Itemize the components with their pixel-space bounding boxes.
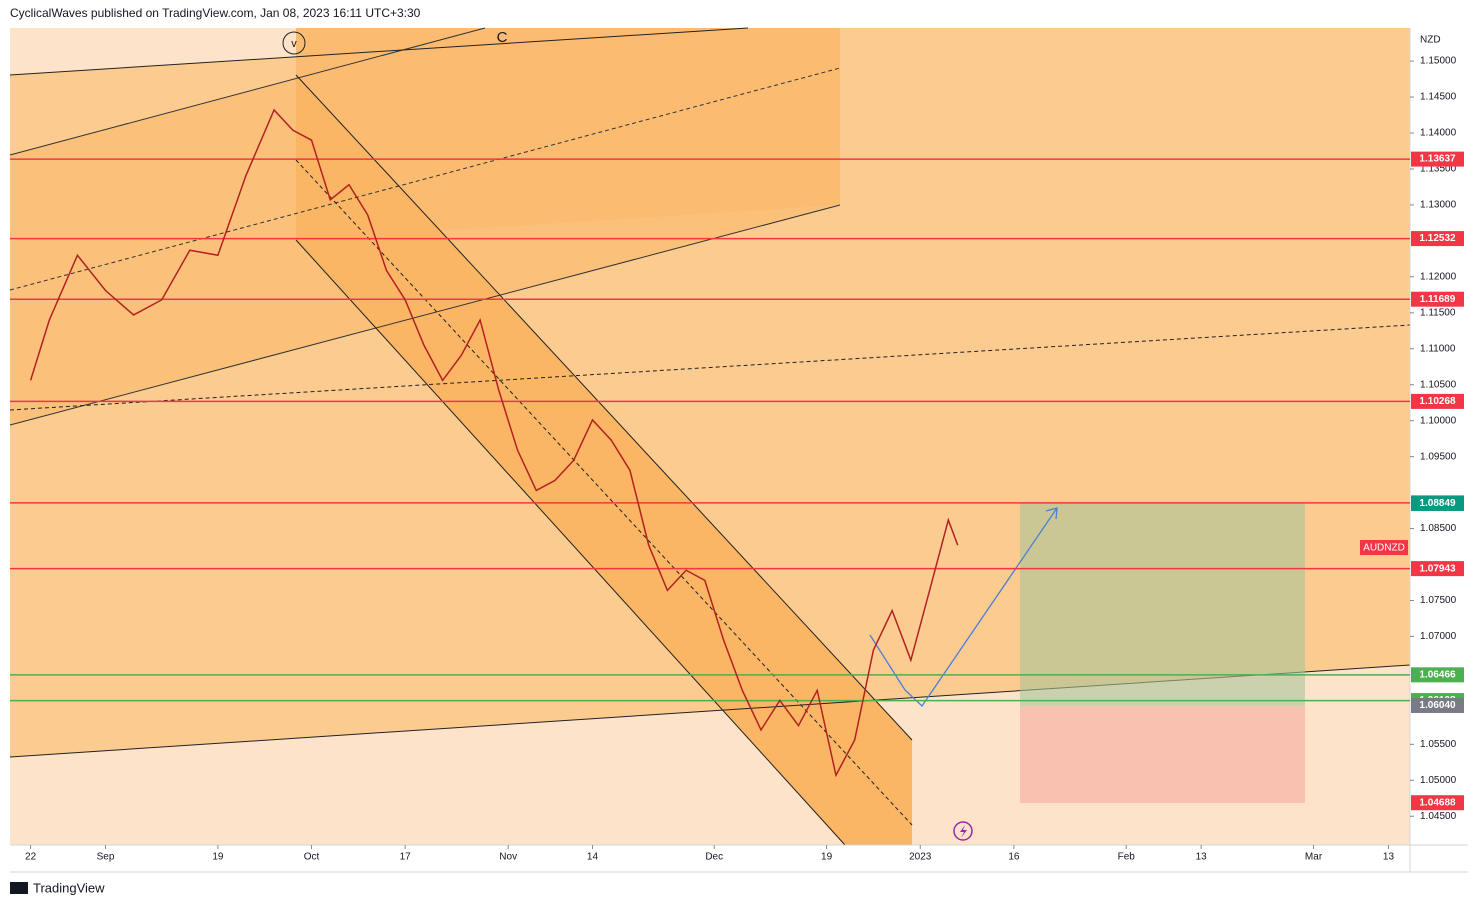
y-tick-label: 1.09500 [1420, 451, 1457, 462]
stop-zone [1020, 706, 1305, 803]
channel-line [9, 27, 486, 156]
price-badge-label: 1.08849 [1419, 498, 1456, 509]
symbol-label: AUDNZD [1363, 543, 1405, 554]
target-zone [1020, 503, 1305, 706]
x-tick-label: 13 [1383, 852, 1395, 863]
x-tick-label: 2023 [909, 852, 932, 863]
x-tick-label: Feb [1118, 852, 1136, 863]
price-badge [1411, 561, 1464, 577]
price-badge [1411, 393, 1464, 409]
y-tick-label: 1.08500 [1420, 523, 1457, 534]
descending-channel [296, 75, 912, 845]
wave-label: C [497, 29, 508, 46]
channel-mid [9, 67, 841, 291]
y-tick-label: 1.05500 [1420, 739, 1457, 750]
price-line [29, 108, 959, 778]
price-badge [1411, 291, 1464, 307]
y-tick-label: 1.07500 [1420, 595, 1457, 606]
price-badge [1411, 231, 1464, 247]
box-zone [296, 28, 840, 240]
price-badge-label: 1.10268 [1419, 396, 1456, 407]
y-tick-label: 1.10000 [1420, 415, 1457, 426]
x-tick-label: Mar [1305, 852, 1323, 863]
y-tick-label: 1.11000 [1420, 343, 1456, 354]
y-tick-label: 1.12000 [1420, 271, 1457, 282]
y-tick-label: 1.15000 [1420, 56, 1457, 67]
y-tick-label: 1.07000 [1420, 631, 1457, 642]
wave-label: v [291, 38, 297, 50]
event-bolt [960, 825, 967, 838]
projection-arrow [1045, 507, 1058, 520]
x-tick-label: 13 [1196, 852, 1208, 863]
price-badge [1411, 667, 1464, 683]
wave-circle [282, 31, 306, 55]
y-tick-label: 1.14500 [1420, 92, 1457, 103]
price-badge-label: 1.13637 [1419, 154, 1456, 165]
price-badge-label: 1.11689 [1420, 294, 1456, 305]
price-badge-label: 1.06466 [1419, 669, 1456, 680]
price-badge-label: 1.06040 [1419, 700, 1456, 711]
channel-line [295, 74, 913, 741]
price-badge-label: 1.07943 [1419, 563, 1456, 574]
plot-background [9, 27, 1411, 846]
channel-mid [9, 324, 1411, 411]
y-tick-label: 1.10500 [1420, 379, 1457, 390]
x-tick-label: Nov [499, 852, 517, 863]
price-badge-label: 1.04688 [1419, 797, 1456, 808]
brand-text: TradingView [33, 880, 105, 895]
y-tick-label: 1.05000 [1420, 775, 1457, 786]
x-tick-label: Oct [304, 852, 320, 863]
price-badge [1411, 697, 1464, 713]
channel-line [295, 239, 846, 846]
x-tick-label: Sep [97, 852, 115, 863]
publisher-text: CyclicalWaves published on TradingView.c… [10, 6, 421, 20]
channel-line [9, 204, 841, 426]
currency-label: NZD [1420, 35, 1441, 46]
y-tick-label: 1.13000 [1420, 200, 1457, 211]
x-tick-label: 14 [587, 852, 599, 863]
event-icon[interactable] [953, 821, 973, 841]
x-tick-label: 16 [1008, 852, 1020, 863]
price-badge-label: 1.12532 [1419, 233, 1456, 244]
price-badge [1411, 795, 1464, 811]
x-tick-label: 19 [821, 852, 833, 863]
price-badge [1411, 495, 1464, 511]
symbol-badge [1360, 540, 1408, 555]
y-tick-label: 1.14000 [1420, 128, 1457, 139]
y-tick-label: 1.13500 [1420, 164, 1457, 175]
y-tick-label: 1.11500 [1420, 307, 1456, 318]
brand-logo [10, 882, 28, 894]
trend-line [9, 27, 749, 76]
x-tick-label: 19 [212, 852, 224, 863]
y-tick-label: 1.04500 [1420, 811, 1457, 822]
projection-path [869, 507, 1058, 707]
price-badge [1411, 151, 1464, 167]
x-tick-label: 22 [25, 852, 37, 863]
x-tick-label: 17 [400, 852, 412, 863]
x-tick-label: Dec [705, 852, 723, 863]
